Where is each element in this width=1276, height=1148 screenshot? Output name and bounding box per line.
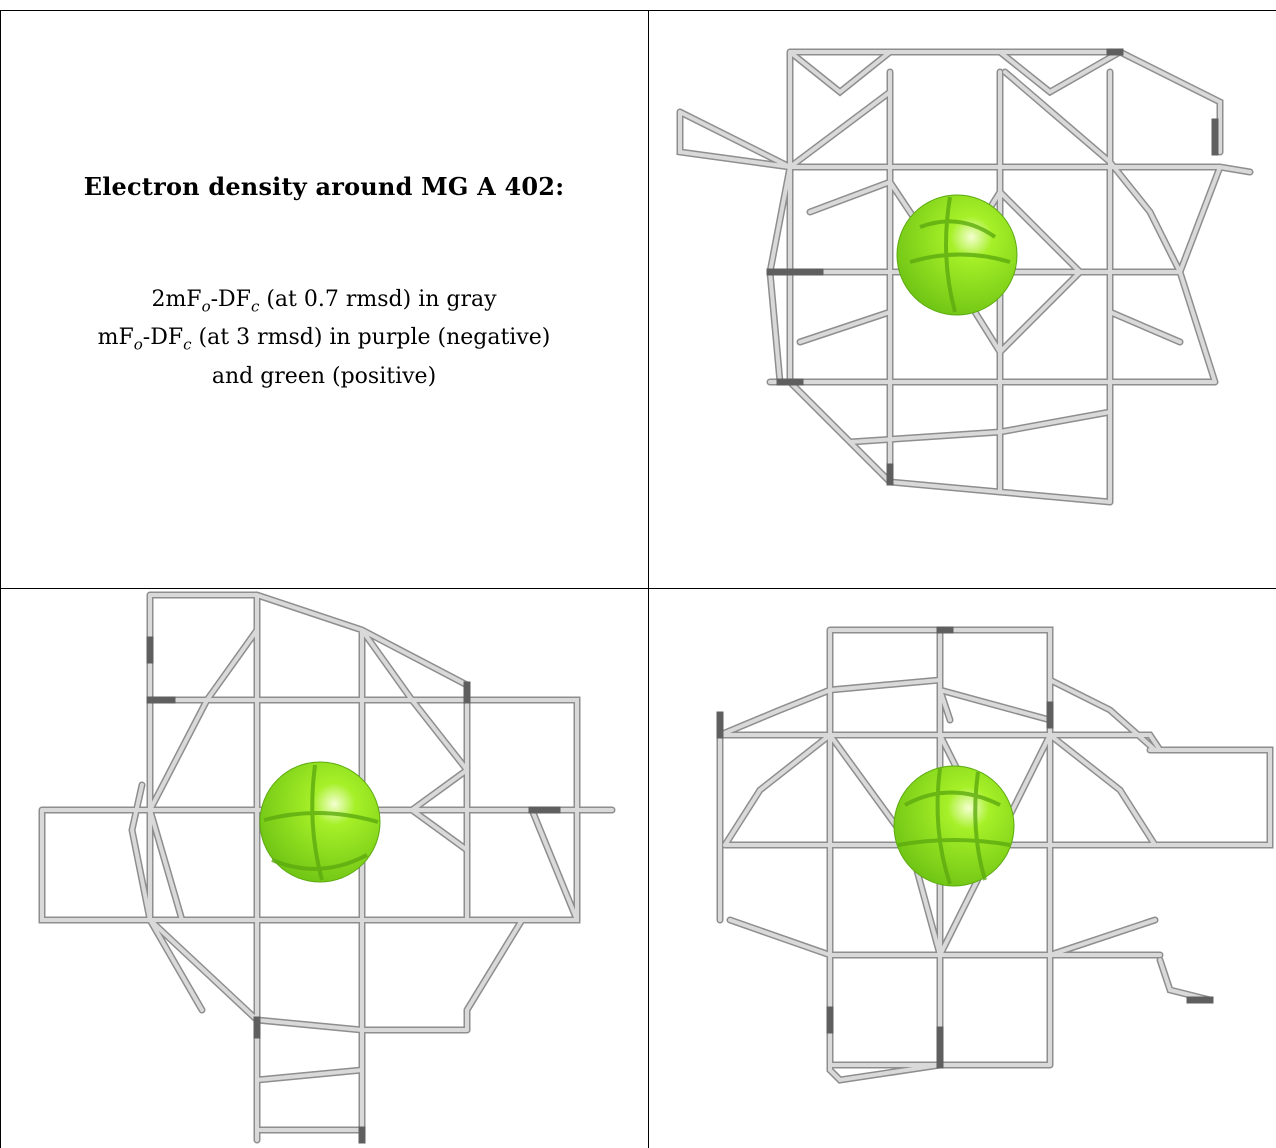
caption-title: Electron density around MG A 402: xyxy=(83,172,565,201)
density-view-bottom-right xyxy=(650,590,1276,1148)
magnesium-sphere-icon xyxy=(896,194,1018,316)
caption-line-2mfo-dfc: 2mFo-DFc (at 0.7 rmsd) in gray xyxy=(0,284,648,322)
magnesium-sphere-icon xyxy=(893,765,1015,887)
density-view-bottom-left xyxy=(2,590,648,1148)
frame-vertical-divider xyxy=(648,10,649,1148)
caption-line-positive: and green (positive) xyxy=(211,363,437,389)
frame-top xyxy=(0,10,1276,11)
electron-density-mesh-icon xyxy=(716,626,1274,1084)
electron-density-mesh-icon xyxy=(676,48,1254,506)
mesh-rods-bottom-right xyxy=(716,626,1274,1084)
line1-suffix: (at 0.7 rmsd) in gray xyxy=(259,287,497,312)
line2-mid: -DF xyxy=(142,325,184,351)
caption-cell: Electron density around MG A 402: 2mFo-D… xyxy=(0,0,648,588)
frame-horizontal-divider xyxy=(0,588,1276,589)
density-view-top-right xyxy=(650,12,1276,588)
caption-line-mfo-dfc: mFo-DFc (at 3 rmsd) in purple (negative) xyxy=(0,322,648,360)
electron-density-mesh-icon xyxy=(38,591,616,1144)
line2-suffix: (at 3 rmsd) in purple (negative) xyxy=(191,325,551,351)
line1-sub-c: c xyxy=(250,297,260,316)
magnesium-sphere-icon xyxy=(259,761,381,883)
line1-prefix: 2mF xyxy=(151,287,202,312)
mesh-rods-top-right xyxy=(676,48,1254,506)
frame-left xyxy=(0,10,1,1148)
mesh-rods-bottom-left xyxy=(38,591,616,1144)
line1-mid: -DF xyxy=(210,287,251,312)
line2-sub-c: c xyxy=(183,335,192,354)
line2-prefix: mF xyxy=(97,325,134,351)
caption-lines: 2mFo-DFc (at 0.7 rmsd) in gray mFo-DFc (… xyxy=(0,284,648,393)
line2-sub-o: o xyxy=(133,335,143,354)
line1-sub-o: o xyxy=(201,297,211,316)
